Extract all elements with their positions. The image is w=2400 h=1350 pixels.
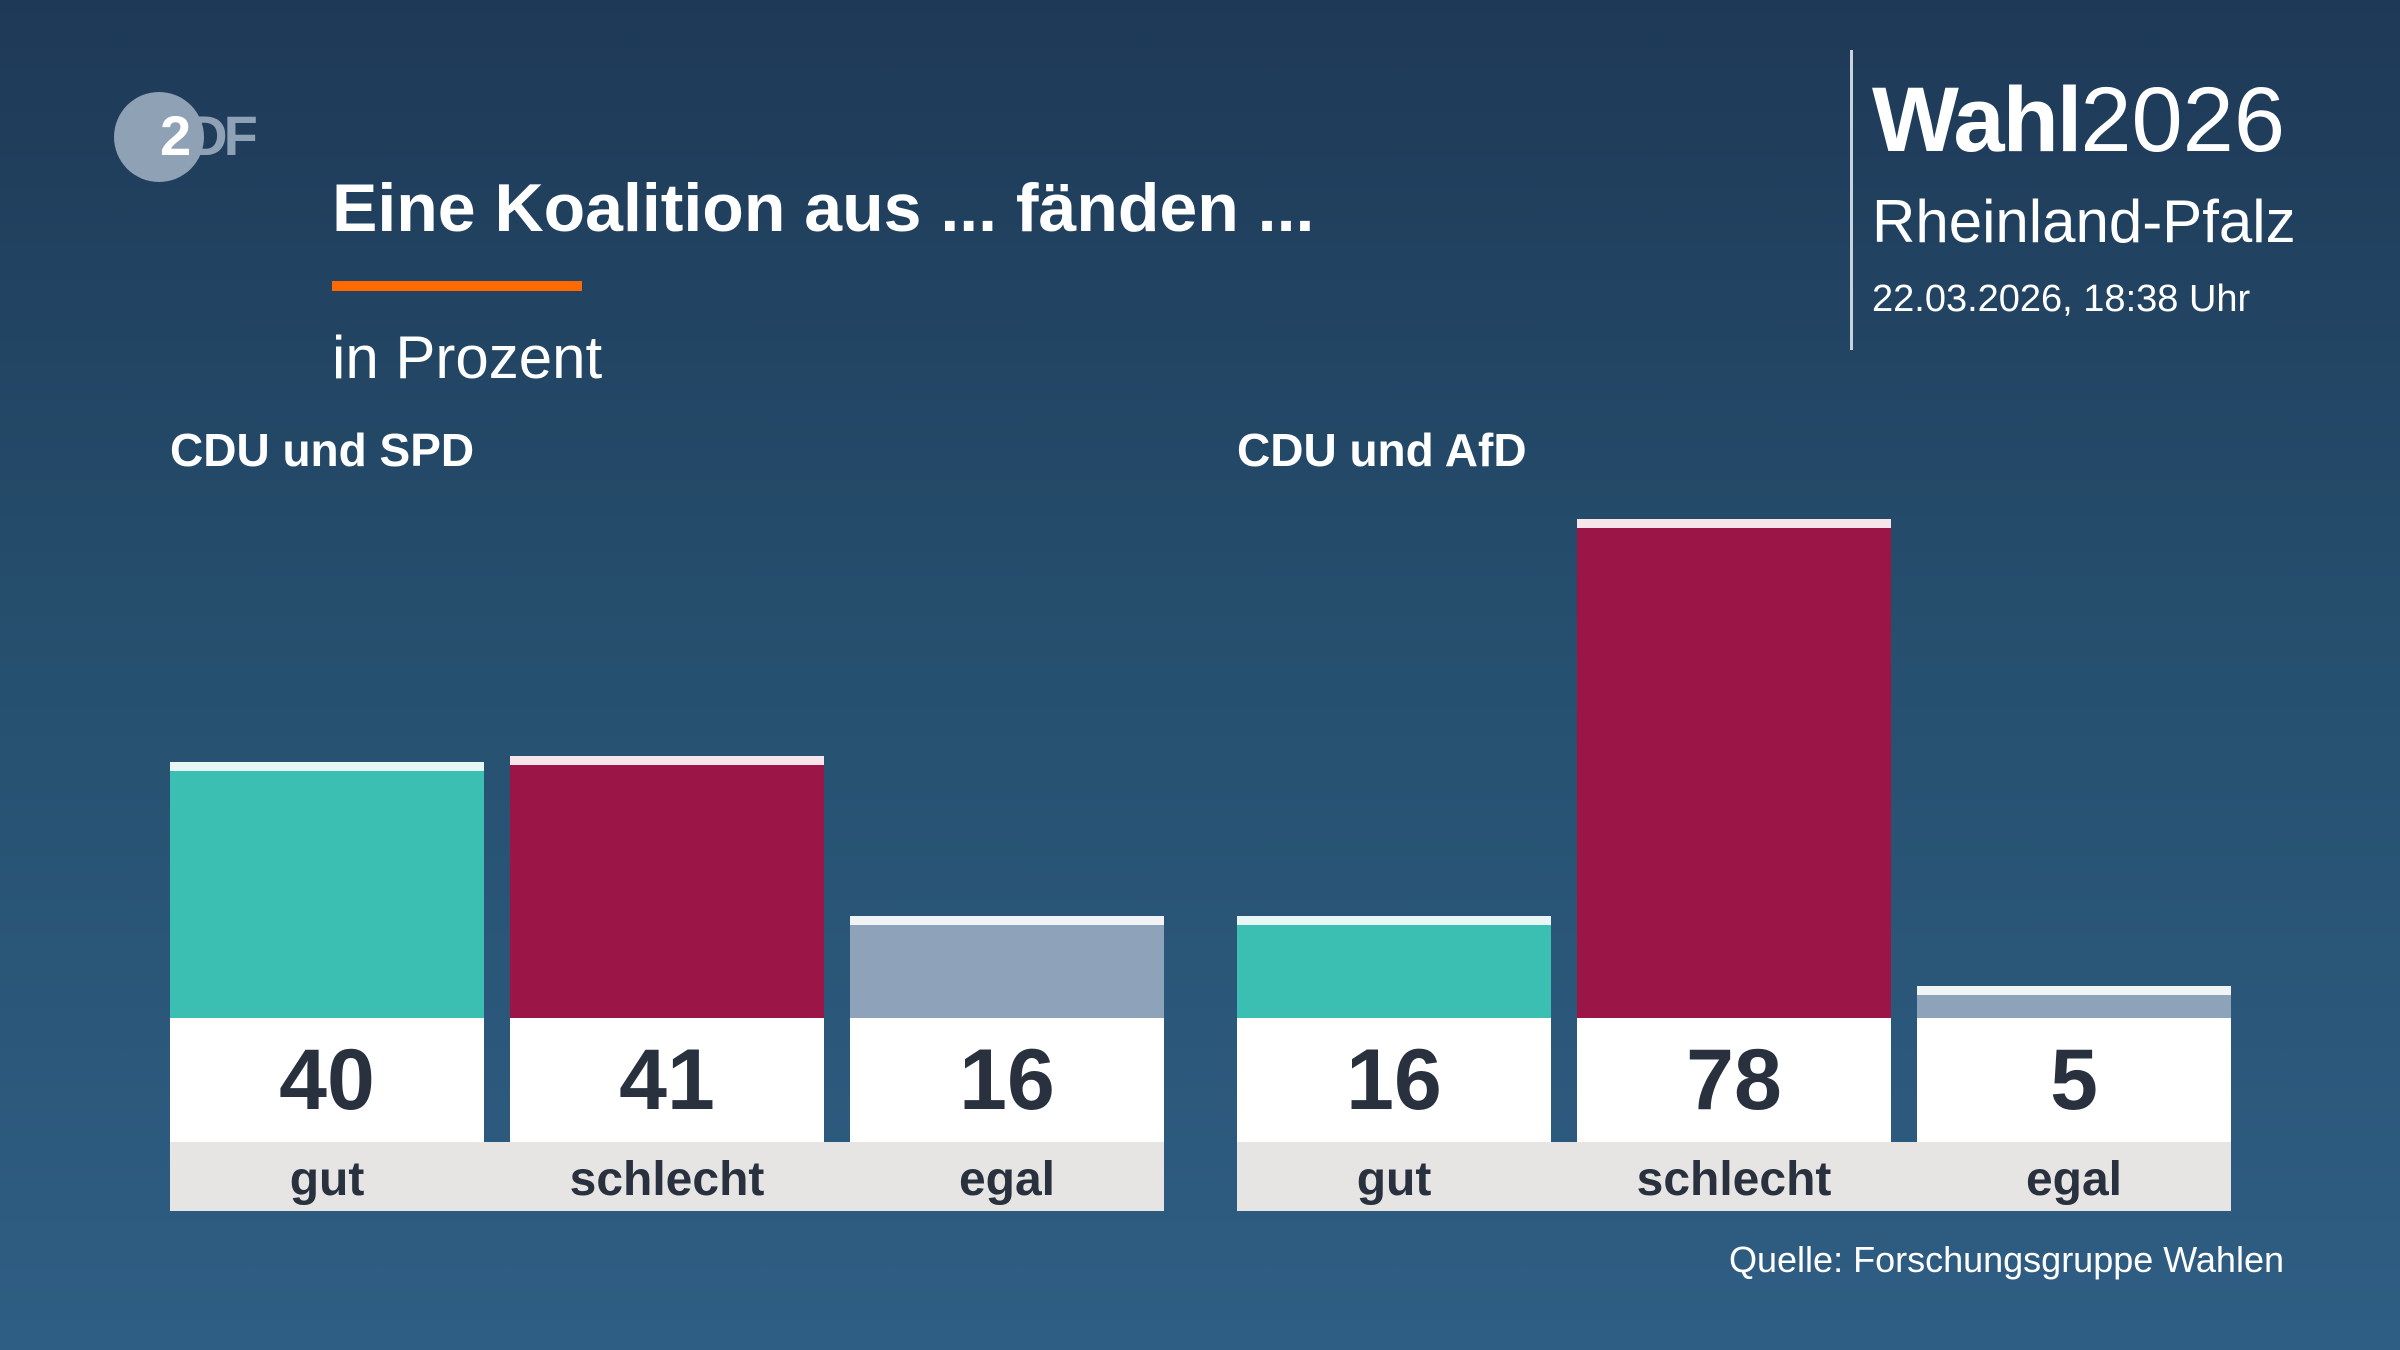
bar-schlecht <box>510 755 824 1018</box>
brand-divider <box>1850 50 1853 350</box>
chart-title: Eine Koalition aus ... fänden ... <box>332 170 1315 246</box>
logo-text-df: DF <box>187 104 258 167</box>
category-label: gut <box>1356 1153 1432 1206</box>
bar-cap <box>1237 915 1551 925</box>
logo-text-2: 2 <box>160 104 191 167</box>
bar-schlecht <box>1577 518 1891 1018</box>
category-band <box>1237 1142 2231 1211</box>
bar-cap <box>1917 986 2231 995</box>
brand-year: 2026 <box>2080 69 2286 171</box>
bar-gut <box>1237 915 1551 1018</box>
data-label: 16 <box>850 1018 1164 1142</box>
bar-gut <box>170 762 484 1018</box>
chart-subtitle: in Prozent <box>332 324 603 391</box>
category-label: schlecht <box>1636 1153 1832 1206</box>
data-label: 40 <box>170 1018 484 1142</box>
brand-datetime: 22.03.2026, 18:38 Uhr <box>1872 278 2251 320</box>
title-accent-line <box>332 281 582 291</box>
zdf-logo: 2DF <box>160 104 258 167</box>
group-label: CDU und SPD <box>170 424 475 476</box>
group-label: CDU und AfD <box>1237 424 1527 476</box>
data-label: 16 <box>1237 1018 1551 1142</box>
bar-cap <box>850 915 1164 925</box>
category-label: schlecht <box>569 1153 765 1206</box>
bar-egal <box>1917 986 2231 1018</box>
zdf-logo-circle <box>114 92 204 182</box>
category-band <box>170 1142 1164 1211</box>
bar-cap <box>170 762 484 771</box>
brand-region: Rheinland-Pfalz <box>1872 188 2296 255</box>
bar-cap <box>510 755 824 765</box>
brand-wahl2026: Wahl2026 <box>1872 70 2285 170</box>
category-label: egal <box>2025 1153 2123 1206</box>
bar-egal <box>850 915 1164 1018</box>
brand-bold: Wahl <box>1872 69 2082 171</box>
source-note: Quelle: Forschungsgruppe Wahlen <box>1729 1239 2284 1280</box>
bar-cap <box>1577 518 1891 528</box>
data-label: 78 <box>1577 1018 1891 1142</box>
category-label: egal <box>958 1153 1056 1206</box>
data-label: 5 <box>1917 1018 2231 1142</box>
data-label: 41 <box>510 1018 824 1142</box>
category-label: gut <box>289 1153 365 1206</box>
